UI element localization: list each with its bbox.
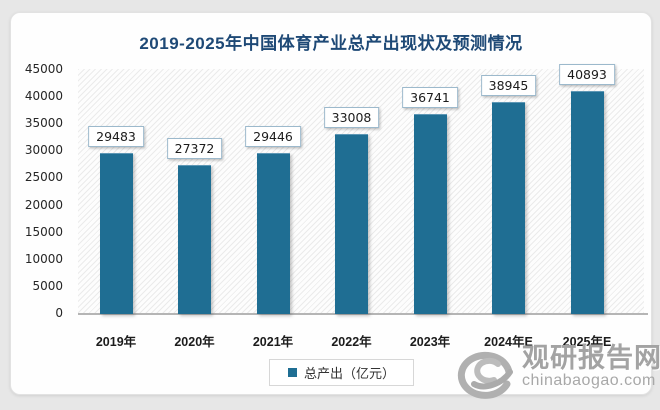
legend: 总产出（亿元） xyxy=(269,359,415,386)
x-axis-tick-label: 2022年 xyxy=(331,335,372,349)
chart-card: 2019-2025年中国体育产业总产出现状及预测情况 0 5000 10000 150… xyxy=(10,12,660,399)
bar-value-label: 33008 xyxy=(323,107,380,129)
y-axis-tick-label: 5000 xyxy=(32,278,63,293)
bar-value-label: 40893 xyxy=(559,64,615,86)
y-axis-tick-label: 30000 xyxy=(24,143,63,158)
x-axis-tick-label: 2021年 xyxy=(252,335,294,349)
swirl-logo-icon xyxy=(454,350,520,409)
watermark: 观研报告网 chinabaogao.com xyxy=(454,344,660,409)
bar xyxy=(99,153,133,314)
x-axis-tick-label: 2023年 xyxy=(409,335,451,349)
x-axis-tick-label: 2019年 xyxy=(95,335,137,349)
y-axis-tick-label: 25000 xyxy=(24,170,63,185)
bar-value-label: 36741 xyxy=(402,86,458,108)
watermark-site-url: chinabaogao.com xyxy=(522,372,656,389)
legend-square-icon xyxy=(288,368,297,377)
bar xyxy=(335,134,368,314)
x-axis-tick-label: 2024年E xyxy=(484,335,533,349)
bar xyxy=(413,113,447,314)
y-axis-tick-label: 40000 xyxy=(24,89,63,104)
legend-label: 总产出（亿元） xyxy=(304,366,396,381)
x-axis-tick-label: 2020年 xyxy=(174,335,215,349)
bar-value-label: 27372 xyxy=(166,137,223,159)
bar-value-label: 29446 xyxy=(245,126,301,148)
y-axis-tick-label: 45000 xyxy=(24,62,63,76)
bar-value-label: 29483 xyxy=(88,126,144,148)
x-axis-line xyxy=(78,313,648,315)
y-axis-tick-label: 0 xyxy=(55,306,63,320)
bar-value-label: 38945 xyxy=(480,74,537,96)
x-axis-tick-label: 2025年E xyxy=(562,335,612,349)
watermark-texts: 观研报告网 chinabaogao.com xyxy=(522,344,660,390)
bar xyxy=(570,91,604,314)
chart-title: 2019-2025年中国体育产业总产出现状及预测情况 xyxy=(139,34,523,53)
y-axis-tick-label: 20000 xyxy=(24,197,63,212)
y-axis-tick-label: 15000 xyxy=(24,224,63,239)
bar xyxy=(256,153,290,314)
bar xyxy=(492,101,525,314)
y-axis-tick-label: 35000 xyxy=(24,116,63,131)
bar xyxy=(178,164,211,314)
y-axis-tick-label: 10000 xyxy=(24,251,63,266)
